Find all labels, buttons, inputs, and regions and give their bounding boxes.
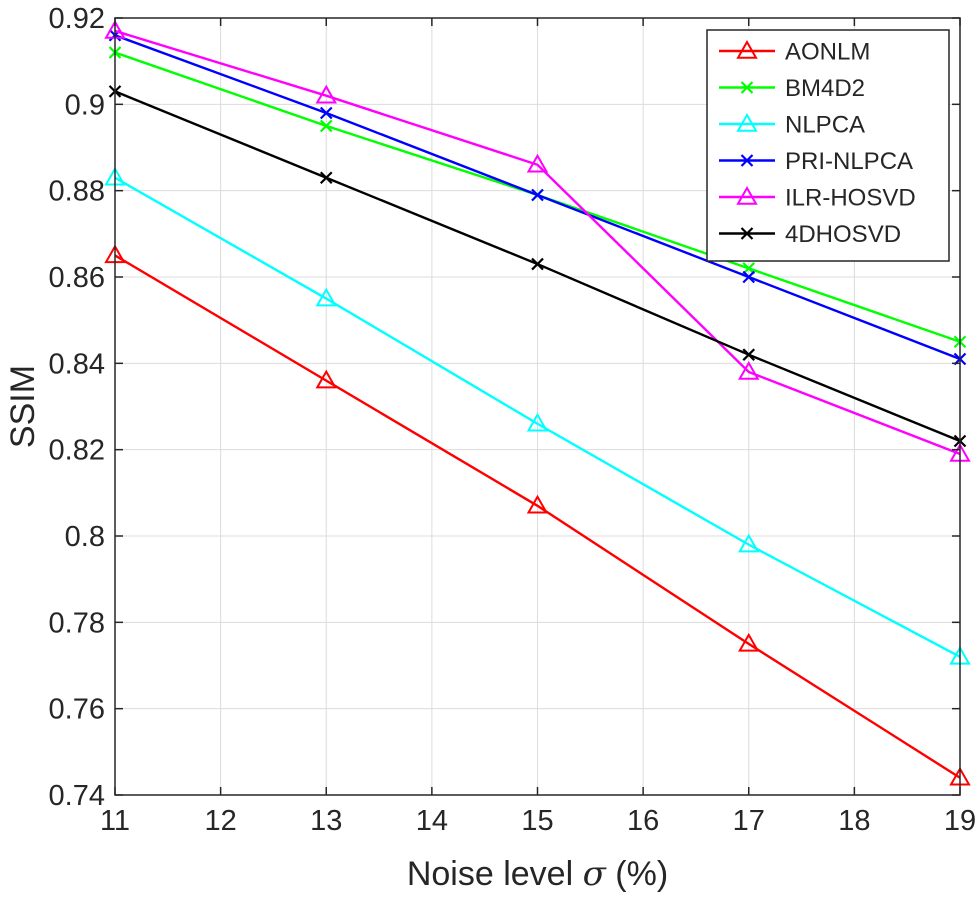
data-point-pri-nlpca xyxy=(742,270,756,284)
legend-item-4dhosvd: 4DHOSVD xyxy=(719,221,901,248)
data-point-4dhosvd xyxy=(319,171,333,184)
legend-item-bm4d2: BM4D2 xyxy=(719,75,865,102)
legend-label: NLPCA xyxy=(785,112,865,139)
data-point-ilr-hosvd xyxy=(315,84,337,104)
series-nlpca xyxy=(104,166,971,665)
y-tick-label: 0.82 xyxy=(49,435,105,467)
y-tick-label: 0.74 xyxy=(49,780,105,812)
series-ilr-hosvd xyxy=(104,19,971,462)
legend-marker xyxy=(740,227,754,240)
y-axis-title: SSIM xyxy=(4,365,42,448)
data-point-pri-nlpca xyxy=(319,106,333,120)
data-point-pri-nlpca xyxy=(531,188,544,202)
legend-marker xyxy=(740,154,754,167)
data-point-bm4d2 xyxy=(319,119,333,133)
legend-box xyxy=(706,29,950,262)
legend-label: ILR-HOSVD xyxy=(785,185,916,212)
legend-marker xyxy=(736,185,758,205)
data-point-nlpca xyxy=(526,412,549,432)
y-tick-label: 0.84 xyxy=(49,348,105,380)
x-tick-label: 14 xyxy=(416,805,448,837)
x-tick-label: 16 xyxy=(627,805,659,837)
legend-label: AONLM xyxy=(785,39,870,66)
legend-marker xyxy=(736,112,758,132)
legend-label: 4DHOSVD xyxy=(785,221,901,248)
x-tick-label: 12 xyxy=(204,805,236,837)
series-line-aonlm xyxy=(114,254,961,779)
legend-item-aonlm: AONLM xyxy=(719,39,870,66)
grid xyxy=(114,17,961,796)
x-tick-label: 15 xyxy=(521,805,553,837)
y-tick-label: 0.76 xyxy=(49,694,105,726)
legend-marker xyxy=(736,39,758,59)
data-point-4dhosvd xyxy=(742,348,756,361)
series-group xyxy=(104,19,971,786)
series-line-nlpca xyxy=(114,176,961,658)
y-tick-label: 0.9 xyxy=(65,89,105,121)
legend-label: PRI-NLPCA xyxy=(785,148,913,175)
data-point-aonlm xyxy=(738,632,760,652)
y-tick-label: 0.92 xyxy=(49,3,105,35)
y-tick-label: 0.86 xyxy=(49,262,105,294)
legend-item-nlpca: NLPCA xyxy=(719,112,865,139)
data-point-ilr-hosvd xyxy=(526,153,549,173)
x-tick-label: 13 xyxy=(310,805,342,837)
data-point-4dhosvd xyxy=(531,257,544,271)
data-point-aonlm xyxy=(315,369,337,389)
y-tick-label: 0.78 xyxy=(49,607,105,639)
x-tick-label: 18 xyxy=(838,805,870,837)
legend: AONLM BM4D2 NLPCA PRI-NLPCA ILR-HOSVD 4DHOSVD xyxy=(706,29,950,262)
data-point-nlpca xyxy=(738,533,760,553)
y-tick-label: 0.88 xyxy=(49,176,105,208)
legend-marker xyxy=(740,81,754,94)
legend-item-pri-nlpca: PRI-NLPCA xyxy=(719,148,913,175)
x-axis-title: Noise level σ (%) xyxy=(407,854,668,894)
data-point-ilr-hosvd xyxy=(738,360,760,380)
data-point-nlpca xyxy=(315,287,337,307)
x-tick-label: 11 xyxy=(100,805,130,837)
x-tick-label: 19 xyxy=(944,805,976,837)
tick-group: 11 12 13 14 15 16 17 18 19 0.74 0.76 0.78 0.8 0.82 0.8… xyxy=(49,3,977,837)
series-line-ilr-hosvd xyxy=(114,29,961,456)
data-point-aonlm xyxy=(526,494,549,514)
legend-item-ilr-hosvd: ILR-HOSVD xyxy=(719,185,916,212)
x-tick-label: 17 xyxy=(733,805,765,837)
legend-label: BM4D2 xyxy=(785,75,865,102)
y-tick-label: 0.8 xyxy=(65,521,105,553)
